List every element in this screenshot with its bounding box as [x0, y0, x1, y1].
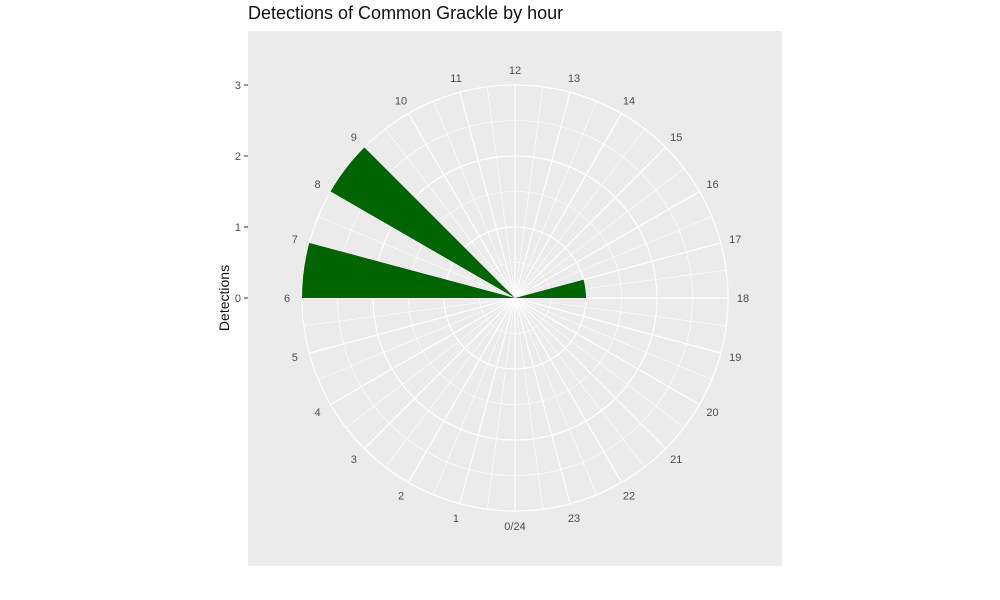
hour-tick-label: 18 [737, 293, 749, 305]
hour-tick-label: 4 [314, 407, 320, 419]
bar-hour-8 [330, 147, 515, 298]
hour-tick-label: 22 [623, 490, 635, 502]
hour-tick-label: 7 [292, 234, 298, 246]
hour-tick-label: 15 [670, 132, 682, 144]
y-axis: 0 1 2 3 [235, 80, 248, 305]
hour-tick-label: 0/24 [504, 521, 525, 533]
y-tick-label: 1 [235, 222, 241, 234]
hour-label-layer: 0/24123456789101112131415161718192021222… [284, 65, 749, 533]
y-tick-label: 2 [235, 151, 241, 163]
y-tick-label: 3 [235, 80, 241, 92]
y-tick-label: 0 [235, 293, 241, 305]
hour-tick-label: 1 [453, 513, 459, 525]
chart-title: Detections of Common Grackle by hour [248, 3, 564, 23]
hour-tick-label: 13 [568, 73, 580, 85]
hour-tick-label: 17 [729, 234, 741, 246]
y-axis-title: Detections [216, 265, 232, 331]
hour-tick-label: 20 [706, 407, 718, 419]
hour-tick-label: 23 [568, 513, 580, 525]
hour-tick-label: 8 [314, 179, 320, 191]
hour-tick-label: 14 [623, 96, 635, 108]
hour-tick-label: 5 [292, 352, 298, 364]
bar-hour-17 [515, 279, 586, 298]
hour-tick-label: 9 [351, 132, 357, 144]
hour-tick-label: 10 [395, 96, 407, 108]
hour-tick-label: 11 [450, 73, 461, 85]
hour-tick-label: 16 [706, 179, 718, 191]
hour-tick-label: 6 [284, 293, 290, 305]
hour-tick-label: 21 [670, 454, 682, 466]
hour-tick-label: 2 [398, 490, 404, 502]
bar-layer [302, 147, 586, 298]
hour-tick-label: 19 [729, 352, 741, 364]
hour-tick-label: 12 [509, 65, 521, 77]
hour-tick-label: 3 [351, 454, 357, 466]
bar-hour-6 [302, 242, 515, 298]
